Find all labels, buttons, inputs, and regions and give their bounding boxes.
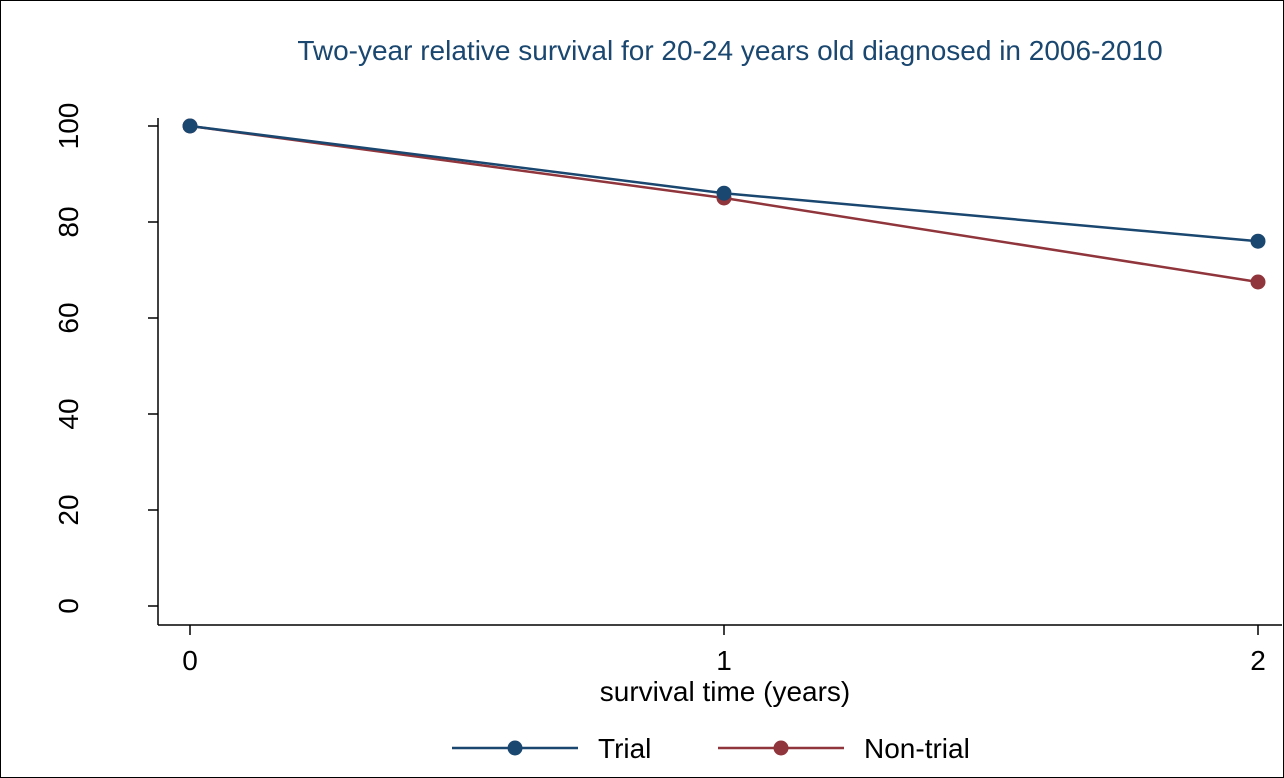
legend-marker [507,740,523,756]
data-point [1250,233,1266,249]
x-tick-label: 0 [182,645,198,676]
legend: Trial Non-trial [452,733,970,764]
data-point [182,118,198,134]
y-tick-label: 80 [53,206,84,237]
chart-title: Two-year relative survival for 20-24 yea… [297,35,1162,66]
legend-label: Non-trial [864,733,970,764]
data-point [1250,274,1266,290]
y-tick-label: 0 [53,598,84,614]
data-point [716,185,732,201]
y-tick-label: 100 [53,103,84,150]
y-tick-label: 20 [53,494,84,525]
x-tick-label: 2 [1250,645,1266,676]
x-axis-title: survival time (years) [600,676,850,707]
y-tick-label: 60 [53,302,84,333]
x-tick-label: 1 [716,645,732,676]
legend-label: Trial [598,733,651,764]
series-line-0 [189,124,1259,243]
y-axis-ticks: 0 20 40 60 80 100 [53,103,158,614]
series-layer [182,118,1266,290]
y-tick-label: 40 [53,398,84,429]
legend-marker [773,740,789,756]
x-axis-ticks: 0 1 2 [182,625,1266,676]
